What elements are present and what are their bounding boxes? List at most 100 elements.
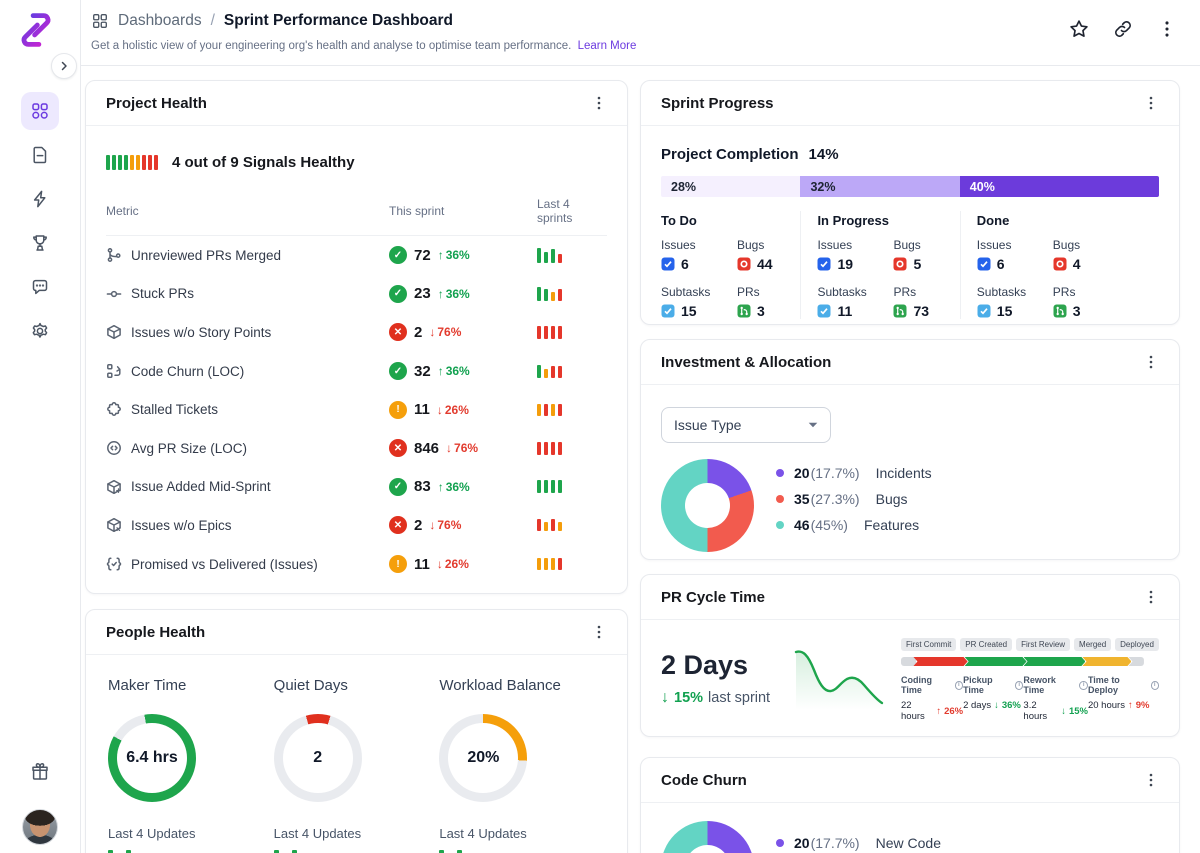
metric-row: Issues w/o Epics ✕ 2 ↓ 76% [106,506,607,545]
cycle-stage: Coding Time i 22 hours ↑ 26% [901,675,964,722]
stat-number: 11 [837,303,853,319]
history-bar [551,365,555,378]
stage-label: Coding Time i [901,675,964,695]
status-column: To Do Issues 6 Bugs 44 Subtasks 15 PRs 3 [661,211,800,319]
gauge-ring: 6.4 hrs [108,714,196,802]
churn-icon [106,363,122,379]
updates-bars [108,850,274,853]
bug-icon [1053,257,1067,271]
milestone-pill: Deployed [1115,638,1159,651]
issue-type-dropdown[interactable]: Issue Type [661,407,831,443]
metric-trend: ↑ 36% [438,364,470,378]
legend-value: 20 [794,465,810,481]
arrow-down-icon: ↓ [429,518,436,533]
lightning-icon [30,189,50,209]
stat-item: Issues 6 [977,238,1053,272]
update-bar [457,850,463,853]
card-menu-button[interactable] [1143,354,1159,370]
status-column-title: Done [976,213,1010,228]
chevron-down-icon [808,422,818,428]
sidebar [0,0,81,853]
metric-cell: Issue Added Mid-Sprint [106,479,389,495]
investment-donut-chart [661,459,754,552]
cycle-bar-segment [913,657,967,666]
page-title: Sprint Performance Dashboard [223,12,453,29]
card-menu-button[interactable] [591,95,607,111]
table-header-row: Metric This sprint Last 4 sprints [106,197,607,236]
this-sprint-cell: ✕ 846 ↓ 76% [389,439,521,458]
legend-name: Incidents [875,465,932,481]
segment-label: 32% [810,179,836,194]
subtitle-text: Get a holistic view of your engineering … [91,40,572,52]
sidebar-item-document[interactable] [21,136,59,174]
legend-name: Bugs [875,491,908,507]
metric-label: Unreviewed PRs Merged [131,247,282,263]
info-icon[interactable]: i [1014,680,1024,690]
sidebar-collapse-button[interactable] [51,53,77,79]
card-menu-button[interactable] [1143,589,1159,605]
metric-value: 83 [414,478,431,496]
learn-more-link[interactable]: Learn More [577,40,637,52]
update-bar [273,850,279,853]
metric-value: 11 [414,555,430,573]
stage-duration: 20 hours [1087,700,1125,711]
metric-label: Issues w/o Epics [131,517,232,533]
stat-item: Issues 19 [817,238,893,272]
people-health-card: People Health Maker Time 6.4 hrs Last 4 Up… [85,609,628,853]
status-stats: Issues 19 Bugs 5 Subtasks 11 PRs 73 [817,238,959,319]
user-avatar[interactable] [22,809,58,845]
box-icon [106,324,122,340]
app-logo-icon[interactable] [13,7,59,53]
history-bar [558,522,562,532]
kebab-menu-icon[interactable] [1156,18,1178,40]
sidebar-item-chat[interactable] [21,268,59,306]
sprint-history-bars [521,286,607,301]
legend-percent: (45%) [810,517,848,533]
stage-value: 20 hours ↑ 9% [1088,700,1159,711]
info-icon[interactable]: i [1079,680,1088,690]
status-bad-icon: ✕ [389,516,407,535]
stat-number: 15 [996,303,1013,319]
stat-label: Bugs [893,238,921,252]
breadcrumb-dashboards[interactable]: Dashboards [118,12,202,29]
sidebar-item-settings-gear[interactable] [21,312,59,350]
status-stats: Issues 6 Bugs 44 Subtasks 15 PRs 3 [661,238,800,319]
trend-percent: 76% [437,518,462,533]
card-menu-button[interactable] [591,624,607,640]
gauge-block: Workload Balance 20% Last 4 Updates [439,677,605,853]
code-churn-legend: 20 (17.7%) New Code [776,835,941,851]
card-menu-button[interactable] [1143,772,1159,788]
history-bar [544,368,548,378]
completion-value: 14% [808,146,839,163]
arrow-down-icon: ↓ [1061,705,1066,717]
cycle-milestones: First Commit PR Created First Review Merged… [901,638,1159,651]
star-icon[interactable] [1068,18,1090,40]
metric-row: Stuck PRs ✓ 23 ↑ 36% [106,275,607,314]
sidebar-item-gift[interactable] [21,753,59,791]
history-bar [544,441,548,455]
stage-label: Time to Deploy i [1088,675,1159,695]
stage-duration: 3.2 hours [1023,700,1048,722]
stage-name: Pickup Time [963,675,993,695]
arrow-down-icon: ↓ [446,441,453,456]
status-column-title: In Progress [817,213,889,228]
card-menu-button[interactable] [1143,95,1159,111]
updates-label: Last 4 Updates [273,826,362,841]
sprint-progress-card: Sprint Progress Project Completion 14% 2… [640,80,1180,325]
sidebar-item-lightning[interactable] [21,180,59,218]
status-column: Done Issues 6 Bugs 4 Subtasks 15 PRs 3 [959,211,1159,319]
gauge-block: Maker Time 6.4 hrs Last 4 Updates [108,677,274,853]
legend-item: 20 (17.7%) New Code [776,835,941,851]
metric-cell: Code Churn (LOC) [106,363,389,379]
link-icon[interactable] [1112,18,1134,40]
gauge-label: Maker Time [108,677,187,694]
column-metric: Metric [106,204,139,218]
updates-label: Last 4 Updates [108,826,196,841]
metric-value: 32 [414,362,431,380]
info-icon[interactable]: i [1150,680,1159,690]
status-good-icon: ✓ [389,477,407,496]
sidebar-item-trophy[interactable] [21,224,59,262]
pr-cycle-trend: ↓ 15% last sprint [661,689,789,707]
info-icon[interactable]: i [954,680,964,690]
sidebar-item-dashboard-grid[interactable] [21,92,59,130]
